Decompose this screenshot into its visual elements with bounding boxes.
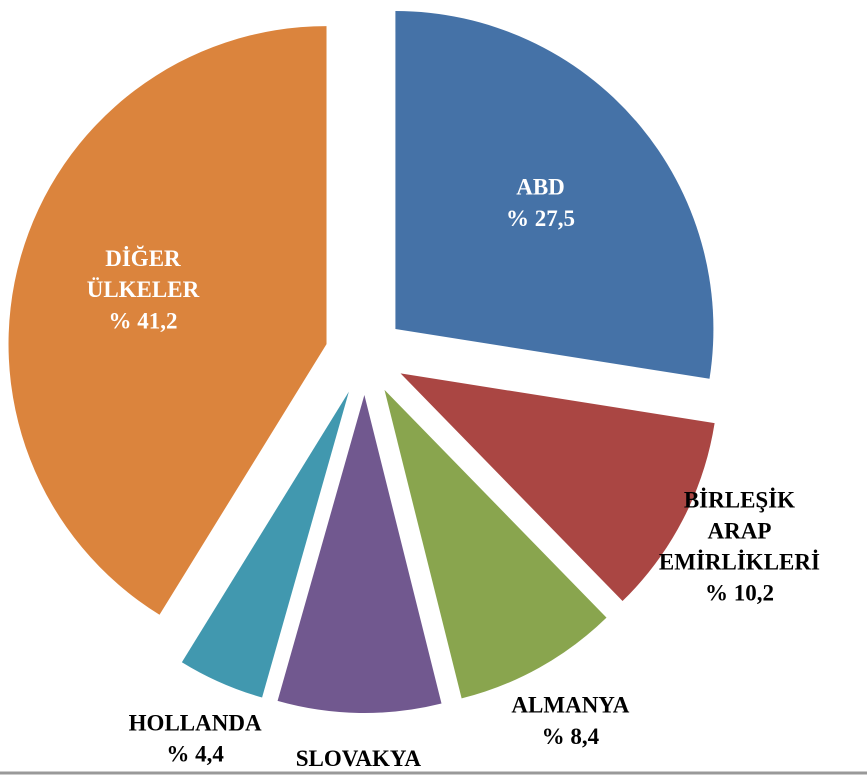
slice-label: DİĞER ÜLKELER <box>87 245 200 302</box>
slice-value-label: % 10,2 <box>705 581 774 606</box>
slice-value-label: % 27,5 <box>506 206 575 231</box>
slice-value-label: % 4,4 <box>166 742 224 767</box>
pie-slice <box>181 391 349 698</box>
pie-slice <box>400 373 715 602</box>
pie-slice <box>8 26 327 615</box>
slice-value-label: % 8,4 <box>542 724 600 749</box>
pie-slice <box>384 389 607 699</box>
pie-slice <box>395 11 714 379</box>
slice-value-label: % 41,2 <box>108 308 177 333</box>
slice-label: HOLLANDA <box>129 711 262 736</box>
slice-label: ABD <box>516 175 565 200</box>
slice-label: ALMANYA <box>511 693 629 718</box>
pie-slice <box>277 394 442 713</box>
slice-label: BİRLEŞİK ARAP EMİRLİKLERİ <box>659 488 820 575</box>
slice-label: SLOVAKYA <box>296 746 422 771</box>
